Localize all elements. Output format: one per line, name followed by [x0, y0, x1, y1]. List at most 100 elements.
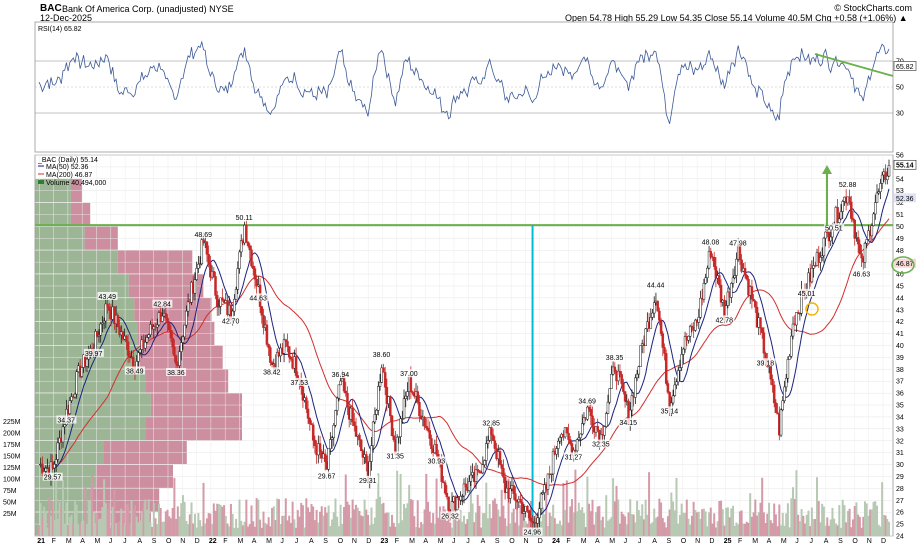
volume-bar — [618, 523, 621, 536]
volume-bar — [785, 513, 788, 536]
volume-bar — [661, 517, 664, 536]
candle-body — [863, 243, 867, 263]
volume-bar — [821, 503, 824, 536]
candle-body — [234, 289, 238, 300]
volume-bar — [797, 514, 800, 536]
volume-bar — [360, 515, 363, 536]
volume-tick-label: 200M — [3, 431, 21, 438]
volume-bar — [826, 517, 829, 536]
volume-bar — [721, 509, 724, 536]
volume-bar — [882, 514, 885, 536]
candle-body — [557, 440, 560, 449]
candle-body — [397, 436, 401, 438]
volume-bar — [269, 526, 272, 536]
x-tick-label: S — [323, 538, 328, 545]
candle-body — [197, 263, 200, 269]
volume-bar — [668, 509, 671, 536]
volume-bar — [301, 505, 304, 536]
candle-body — [656, 300, 659, 312]
candle-body — [781, 400, 784, 411]
candle-body — [411, 391, 414, 394]
candle-body — [334, 410, 337, 426]
candle-body — [858, 243, 862, 254]
candle-body — [539, 493, 543, 510]
volume-bar — [457, 512, 460, 536]
candle-body — [337, 384, 341, 399]
volume-bar — [807, 510, 810, 536]
volume-bar — [361, 516, 364, 536]
candle-body — [173, 346, 176, 356]
candle-body — [54, 459, 58, 465]
candle-body — [810, 268, 814, 283]
candle-body — [287, 346, 291, 358]
volume-bar — [452, 513, 455, 536]
candle-body — [236, 268, 240, 290]
volume-bar — [351, 499, 354, 536]
volume-bar — [187, 524, 190, 536]
candle-body — [745, 275, 749, 280]
volume-bar — [236, 527, 239, 536]
candle-body — [260, 306, 264, 316]
annotation-bg — [851, 269, 872, 278]
price-annotation: 43.49 — [99, 294, 117, 301]
candle-body — [212, 271, 216, 277]
volume-bar — [260, 527, 263, 536]
volume-bar — [289, 522, 292, 536]
x-tick-label: O — [852, 538, 858, 545]
volume-bar — [716, 521, 719, 536]
candle-body — [536, 517, 539, 524]
volume-bar — [836, 525, 839, 536]
x-tick-label: J — [123, 538, 127, 545]
volume-bar — [510, 512, 513, 536]
volume-bar — [87, 499, 90, 536]
candle-body — [462, 483, 466, 497]
company-name: Bank Of America Corp. (unadjusted) NYSE — [62, 4, 234, 14]
volume-bar — [142, 502, 145, 536]
y-tick-label: 26 — [896, 510, 904, 517]
volume-bar — [766, 513, 769, 536]
annotation-bg — [755, 358, 776, 367]
candle-body — [569, 439, 572, 444]
volume-bar — [293, 519, 296, 536]
volume-bar — [308, 511, 311, 536]
price-annotation: 39.97 — [85, 351, 103, 358]
volume-bar — [231, 513, 234, 536]
volume-bar — [768, 502, 771, 536]
volume-tick-label: 125M — [3, 465, 21, 472]
candle-body — [459, 496, 462, 501]
x-tick-label: D — [709, 538, 714, 545]
volume-bar — [241, 525, 244, 536]
candle-body — [850, 201, 853, 219]
candle-body — [531, 520, 534, 523]
volume-bar — [217, 504, 220, 536]
volume-bar — [92, 512, 95, 536]
volume-bar — [322, 515, 325, 536]
x-tick-label: 23 — [380, 538, 388, 545]
volume-bar — [79, 523, 82, 536]
candle-body — [613, 366, 617, 372]
volume-bar — [211, 524, 214, 536]
volume-bar — [610, 517, 613, 536]
volume-bar — [195, 527, 198, 536]
candle-body — [53, 463, 56, 469]
volume-bar — [133, 505, 136, 536]
volume-bar — [593, 524, 596, 536]
candle-body — [664, 353, 668, 384]
price-annotation: 31.35 — [386, 453, 404, 460]
x-tick-label: A — [252, 538, 257, 545]
volume-bar — [303, 527, 306, 536]
volume-bar — [159, 508, 162, 536]
price-annotation: 38.42 — [263, 369, 281, 376]
volume-bar — [176, 506, 179, 536]
candle-body — [754, 300, 757, 308]
volume-bar — [331, 519, 334, 536]
price-annotation: 29.67 — [318, 473, 336, 480]
volume-bar — [277, 499, 280, 536]
candle-body — [251, 265, 255, 269]
volume-bar — [139, 520, 142, 536]
volume-bar — [128, 523, 131, 536]
price-annotation: 29.31 — [359, 478, 377, 485]
volume-bar — [109, 527, 112, 536]
x-tick-label: S — [666, 538, 671, 545]
volume-bar — [327, 505, 330, 536]
